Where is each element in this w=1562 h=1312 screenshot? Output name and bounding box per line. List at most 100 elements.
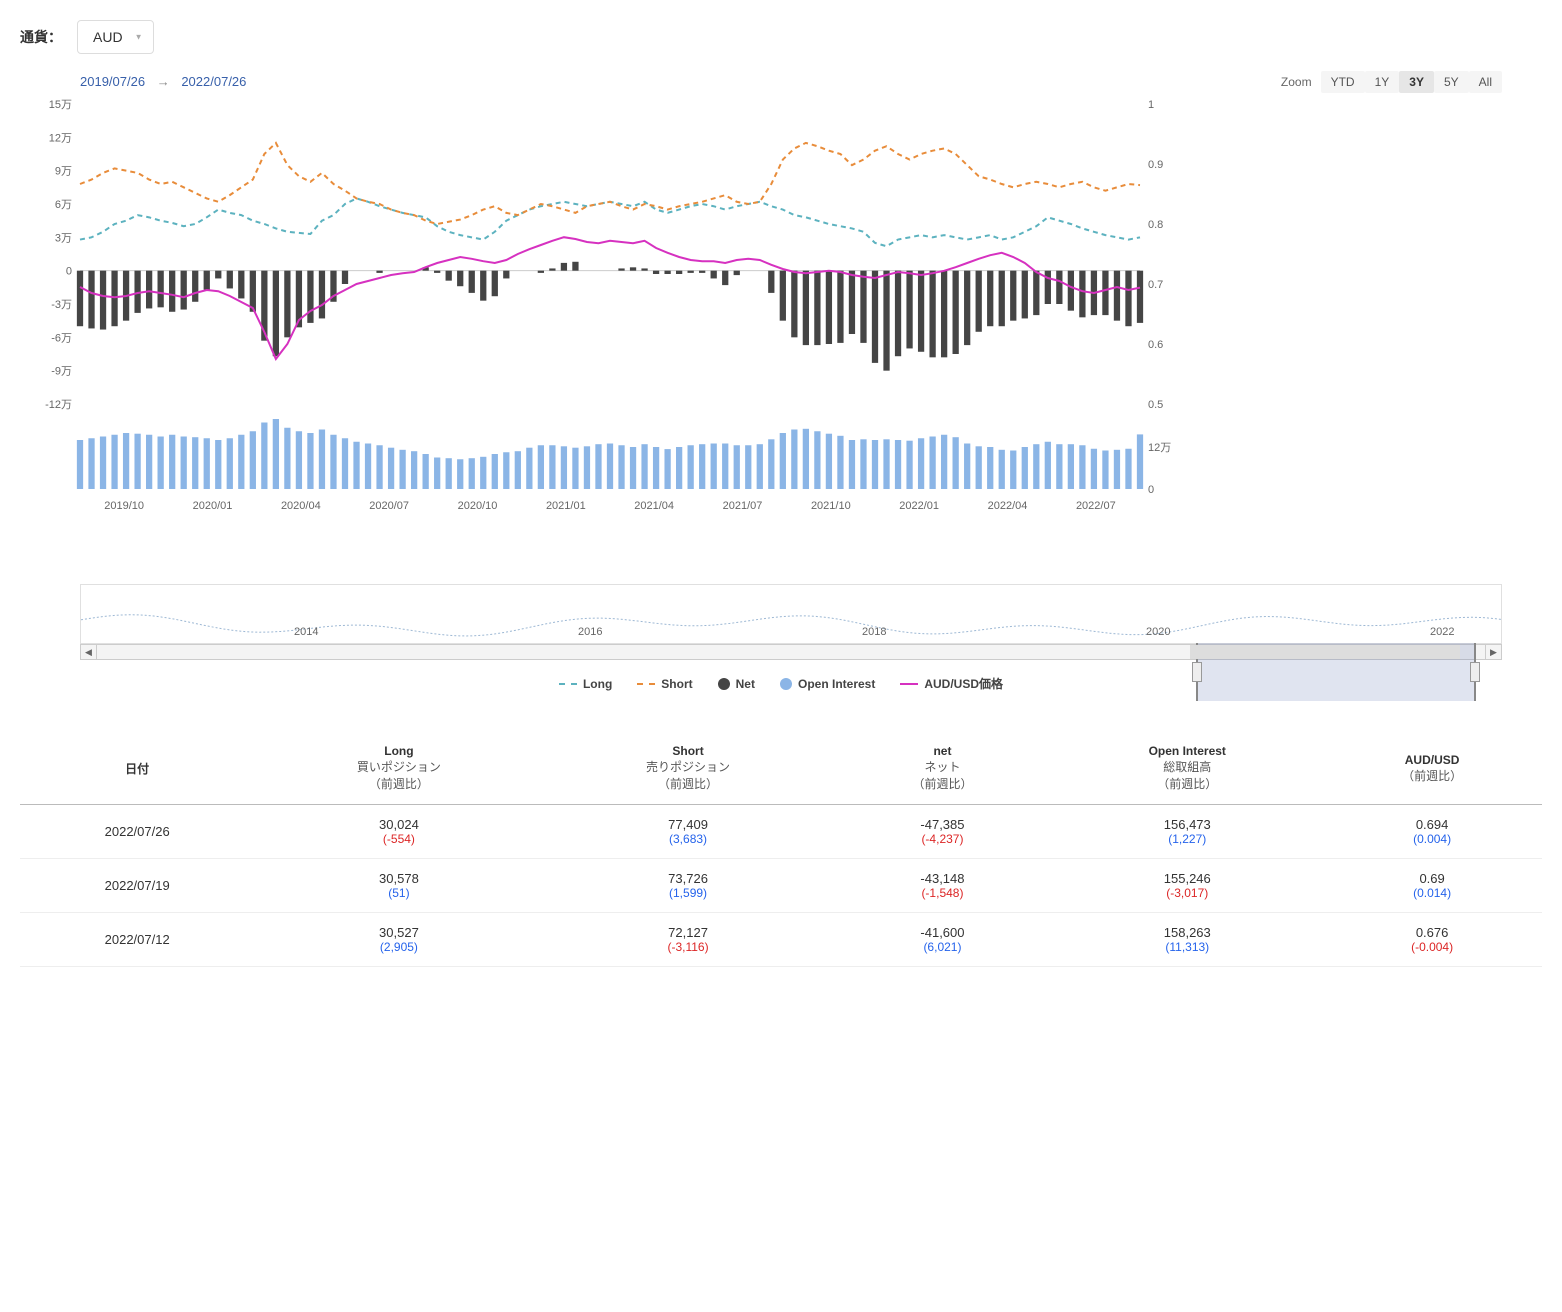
controls-row: 通貨： AUD xyxy=(20,20,1542,54)
scroll-track[interactable] xyxy=(97,645,1485,659)
table-col-header: 日付 xyxy=(20,732,254,805)
svg-text:2022/04: 2022/04 xyxy=(988,500,1028,512)
legend-open-interest[interactable]: Open Interest xyxy=(780,675,875,692)
navigator-svg: 20142016201820202022 xyxy=(81,585,1501,643)
table-cell: 0.69(0.014) xyxy=(1322,859,1542,913)
table-col-header: Open Interest総取組高（前週比） xyxy=(1052,732,1322,805)
zoom-btn-all[interactable]: All xyxy=(1469,71,1502,93)
svg-text:12万: 12万 xyxy=(49,132,72,144)
table-cell: -43,148(-1,548) xyxy=(833,859,1053,913)
svg-text:2021/04: 2021/04 xyxy=(634,500,674,512)
table-cell: 155,246(-3,017) xyxy=(1052,859,1322,913)
table-cell-date: 2022/07/19 xyxy=(20,859,254,913)
nav-handle-right[interactable] xyxy=(1470,662,1480,682)
legend-swatch xyxy=(559,683,577,685)
scroll-thumb[interactable] xyxy=(1190,645,1460,659)
table-col-header: AUD/USD（前週比） xyxy=(1322,732,1542,805)
currency-value: AUD xyxy=(93,29,123,45)
zoom-btn-ytd[interactable]: YTD xyxy=(1321,71,1365,93)
table-cell: 30,578(51) xyxy=(254,859,543,913)
legend-label: Long xyxy=(583,677,612,691)
navigator-chart[interactable]: 20142016201820202022 xyxy=(80,584,1502,644)
zoom-btn-5y[interactable]: 5Y xyxy=(1434,71,1469,93)
table-col-header: netネット（前週比） xyxy=(833,732,1053,805)
scroll-left-icon[interactable]: ◀ xyxy=(81,645,97,659)
main-chart: 15万12万9万6万3万0-3万-6万-9万-12万10.90.80.70.60… xyxy=(20,94,1542,574)
table-cell: 0.676(-0.004) xyxy=(1322,913,1542,967)
legend-swatch xyxy=(780,678,792,690)
svg-text:2021/10: 2021/10 xyxy=(811,500,851,512)
table-cell: -41,600(6,021) xyxy=(833,913,1053,967)
table-cell: 158,263(11,313) xyxy=(1052,913,1322,967)
date-arrow: → xyxy=(157,74,170,89)
table-cell: -47,385(-4,237) xyxy=(833,805,1053,859)
table-col-header: Long買いポジション（前週比） xyxy=(254,732,543,805)
svg-text:9万: 9万 xyxy=(55,166,72,178)
svg-text:2021/07: 2021/07 xyxy=(723,500,763,512)
legend-aud-usd--[interactable]: AUD/USD価格 xyxy=(900,675,1003,692)
table-cell-date: 2022/07/26 xyxy=(20,805,254,859)
date-from: 2019/07/26 xyxy=(80,74,145,89)
svg-text:2020/01: 2020/01 xyxy=(193,500,233,512)
svg-text:0.8: 0.8 xyxy=(1148,219,1163,231)
svg-text:-9万: -9万 xyxy=(51,366,72,378)
table-row: 2022/07/1230,527(2,905)72,127(-3,116)-41… xyxy=(20,913,1542,967)
legend-label: AUD/USD価格 xyxy=(924,675,1003,692)
svg-text:6万: 6万 xyxy=(55,199,72,211)
date-range: 2019/07/26 → 2022/07/26 xyxy=(80,74,246,89)
svg-text:2020/04: 2020/04 xyxy=(281,500,321,512)
zoom-label: Zoom xyxy=(1281,75,1312,89)
svg-text:0.6: 0.6 xyxy=(1148,339,1163,351)
svg-text:2020/10: 2020/10 xyxy=(458,500,498,512)
legend-long[interactable]: Long xyxy=(559,675,612,692)
date-to: 2022/07/26 xyxy=(181,74,246,89)
table-body: 2022/07/2630,024(-554)77,409(3,683)-47,3… xyxy=(20,805,1542,967)
currency-label: 通貨： xyxy=(20,27,62,47)
svg-text:0.9: 0.9 xyxy=(1148,159,1163,171)
legend-net[interactable]: Net xyxy=(718,675,755,692)
zoom-btn-1y[interactable]: 1Y xyxy=(1365,71,1400,93)
svg-text:2022/07: 2022/07 xyxy=(1076,500,1116,512)
table-cell: 0.694(0.004) xyxy=(1322,805,1542,859)
nav-handle-left[interactable] xyxy=(1192,662,1202,682)
svg-text:0.5: 0.5 xyxy=(1148,399,1163,411)
legend-swatch xyxy=(900,683,918,685)
svg-text:2021/01: 2021/01 xyxy=(546,500,586,512)
currency-dropdown[interactable]: AUD xyxy=(77,20,154,54)
table-cell-date: 2022/07/12 xyxy=(20,913,254,967)
legend-swatch xyxy=(637,683,655,685)
zoom-controls: Zoom YTD1Y3Y5YAll xyxy=(1281,75,1502,89)
table-cell: 72,127(-3,116) xyxy=(543,913,832,967)
navigator-scrollbar[interactable]: ◀ ▶ xyxy=(80,644,1502,660)
svg-text:2014: 2014 xyxy=(294,626,318,638)
table-cell: 156,473(1,227) xyxy=(1052,805,1322,859)
table-cell: 73,726(1,599) xyxy=(543,859,832,913)
legend-label: Open Interest xyxy=(798,677,875,691)
table-col-header: Short売りポジション（前週比） xyxy=(543,732,832,805)
svg-text:3万: 3万 xyxy=(55,232,72,244)
svg-text:1: 1 xyxy=(1148,99,1154,111)
legend-short[interactable]: Short xyxy=(637,675,692,692)
zoom-btn-3y[interactable]: 3Y xyxy=(1399,71,1434,93)
chart-svg: 15万12万9万6万3万0-3万-6万-9万-12万10.90.80.70.60… xyxy=(20,94,1180,574)
svg-text:2016: 2016 xyxy=(578,626,602,638)
data-table: 日付Long買いポジション（前週比）Short売りポジション（前週比）netネッ… xyxy=(20,732,1542,967)
svg-text:2020: 2020 xyxy=(1146,626,1170,638)
table-row: 2022/07/1930,578(51)73,726(1,599)-43,148… xyxy=(20,859,1542,913)
svg-text:2018: 2018 xyxy=(862,626,886,638)
svg-text:2020/07: 2020/07 xyxy=(369,500,409,512)
svg-text:0: 0 xyxy=(1148,484,1154,496)
table-cell: 30,024(-554) xyxy=(254,805,543,859)
table-header-row: 日付Long買いポジション（前週比）Short売りポジション（前週比）netネッ… xyxy=(20,732,1542,805)
svg-text:-6万: -6万 xyxy=(51,332,72,344)
chart-header: 2019/07/26 → 2022/07/26 Zoom YTD1Y3Y5YAl… xyxy=(20,74,1542,89)
legend-label: Net xyxy=(736,677,755,691)
table-cell: 77,409(3,683) xyxy=(543,805,832,859)
table-cell: 30,527(2,905) xyxy=(254,913,543,967)
svg-text:-12万: -12万 xyxy=(45,399,72,411)
scroll-right-icon[interactable]: ▶ xyxy=(1485,645,1501,659)
svg-text:0.7: 0.7 xyxy=(1148,279,1163,291)
svg-text:0: 0 xyxy=(66,266,72,278)
svg-text:12万: 12万 xyxy=(1148,442,1171,454)
table-row: 2022/07/2630,024(-554)77,409(3,683)-47,3… xyxy=(20,805,1542,859)
